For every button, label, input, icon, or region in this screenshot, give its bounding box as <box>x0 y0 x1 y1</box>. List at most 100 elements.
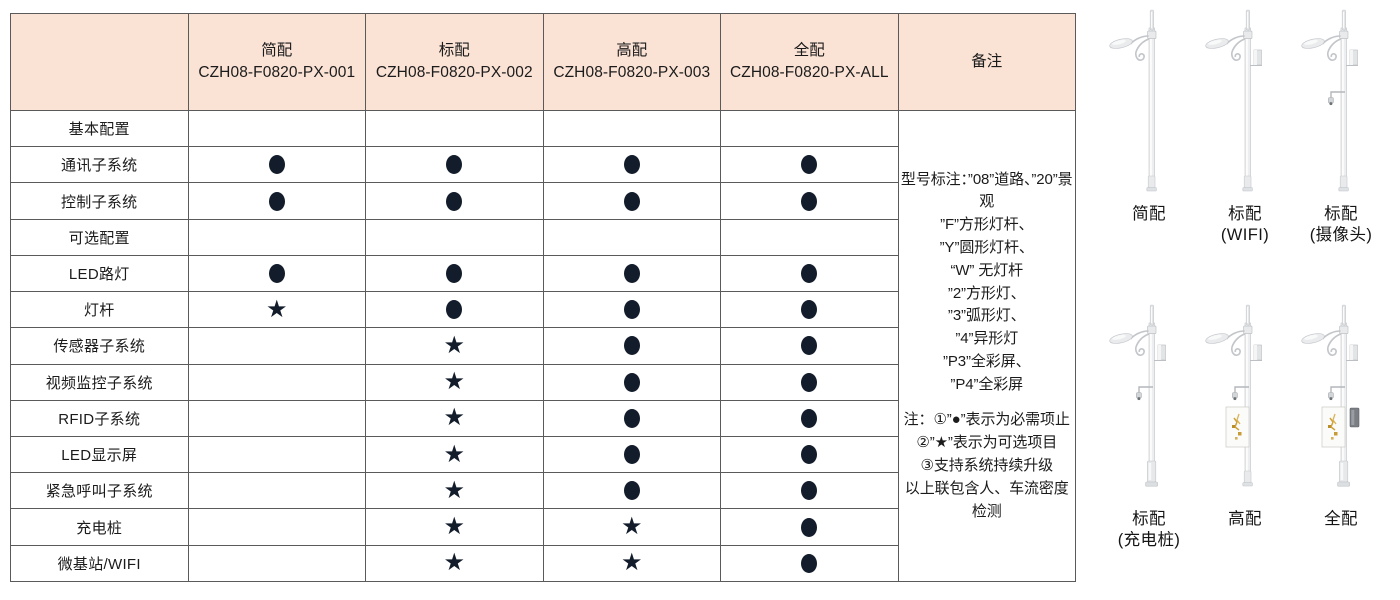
row-label-cell: 基本配置 <box>10 109 189 148</box>
table-header: 简配 CZH08-F0820-PX-001 标配 CZH08-F0820-PX-… <box>10 13 1076 111</box>
required-dot-icon <box>623 445 640 465</box>
remark-cell: 型号标注：”08”道路、”20”景观 ”F”方形灯杆、 ”Y”圆形灯杆、 “W”… <box>897 110 1076 582</box>
spec-cell <box>720 291 899 329</box>
required-dot-icon <box>268 263 285 283</box>
lamp-arm <box>1225 330 1246 356</box>
pole-variant-1: 高配 <box>1198 301 1292 596</box>
wifi-box-icon <box>1250 49 1262 66</box>
pole-caption: 标配 (摄像头) <box>1294 204 1388 246</box>
spec-cell: ★ <box>365 544 544 583</box>
table-body: 基本配置型号标注：”08”道路、”20”景观 ”F”方形灯杆、 ”Y”圆形灯杆、… <box>10 109 1076 583</box>
optional-star-icon: ★ <box>443 368 465 396</box>
required-dot-icon <box>623 481 640 501</box>
pole-base <box>1338 175 1349 192</box>
pole-caption-main: 简配 <box>1132 205 1166 223</box>
lamp-head <box>1301 38 1325 49</box>
table-row: RFID子系统 ★ <box>10 399 1076 437</box>
spec-cell <box>542 435 721 474</box>
remark-text-model-notes: 型号标注：”08”道路、”20”景观 ”F”方形灯杆、 ”Y”圆形灯杆、 “W”… <box>900 170 1073 393</box>
pole-base <box>1242 175 1253 192</box>
required-dot-icon <box>801 372 818 392</box>
spec-cell <box>187 109 366 148</box>
remark-text-legend-notes: 注：①”●”表示为必需项止 ②”★”表示为可选项目 ③支持系统持续升级 以上联包… <box>903 411 1070 520</box>
pole-base <box>1145 460 1158 487</box>
optional-star-icon: ★ <box>265 295 288 323</box>
spec-cell <box>187 182 366 220</box>
pole-base <box>1337 460 1350 487</box>
table-header-row: 简配 CZH08-F0820-PX-001 标配 CZH08-F0820-PX-… <box>10 13 1076 111</box>
spec-cell <box>720 399 899 437</box>
antenna-icon <box>1245 304 1250 326</box>
required-dot-icon <box>623 408 640 428</box>
required-dot-icon <box>268 191 285 211</box>
table-row: 通讯子系统 <box>10 146 1076 184</box>
pole-caption-sub: (充电桩) <box>1117 531 1181 550</box>
spec-cell <box>720 544 899 583</box>
required-dot-icon <box>623 300 640 320</box>
pole-caption-sub: (WIFI) <box>1220 226 1270 245</box>
pole-variant-0: 标配 (充电桩) <box>1102 301 1196 596</box>
lamp-head <box>1109 38 1133 49</box>
row-label-cell: 微基站/WIFI <box>10 544 189 583</box>
header-cell-biaopei: 标配 CZH08-F0820-PX-002 <box>365 13 544 111</box>
lamp-head <box>1109 333 1133 344</box>
header-model-code: CZH08-F0820-PX-001 <box>198 64 356 81</box>
row-label-cell: 紧急呼叫子系统 <box>10 472 189 510</box>
required-dot-icon <box>801 481 818 501</box>
header-name: 高配 <box>616 41 648 59</box>
header-name: 标配 <box>438 41 470 59</box>
charging-pile-box <box>1349 407 1360 428</box>
optional-star-icon: ★ <box>443 476 465 504</box>
header-model-code: CZH08-F0820-PX-ALL <box>729 64 889 81</box>
spec-cell <box>365 291 544 329</box>
spec-cell <box>720 146 899 184</box>
header-name: 备注 <box>971 52 1003 70</box>
antenna-icon <box>1149 9 1154 31</box>
header-cell-jianpei: 简配 CZH08-F0820-PX-001 <box>187 13 366 111</box>
required-dot-icon <box>623 263 640 283</box>
lamp-arm <box>1129 35 1150 61</box>
pole-collar <box>1339 325 1349 334</box>
wifi-box-icon <box>1250 344 1262 361</box>
pole-collar <box>1243 325 1253 334</box>
pole-collar <box>1147 30 1157 39</box>
spec-cell <box>187 399 366 437</box>
header-cell-blank <box>10 13 189 111</box>
pole-caption-main: 标配 <box>1324 205 1358 223</box>
spec-cell: ★ <box>365 508 544 546</box>
spec-cell <box>542 291 721 329</box>
smart-pole-illustration <box>1301 9 1358 192</box>
spec-cell <box>720 218 899 256</box>
pole-caption-main: 标配 <box>1132 510 1166 528</box>
pole-caption-main: 高配 <box>1228 510 1262 528</box>
spec-cell: ★ <box>365 399 544 437</box>
pole-caption: 简配 <box>1102 204 1196 225</box>
required-dot-icon <box>446 300 463 320</box>
pole-variant-2: 全配 <box>1294 301 1388 596</box>
smart-pole-illustration <box>1301 304 1360 487</box>
spec-cell <box>542 109 721 148</box>
camera-icon <box>1328 386 1345 401</box>
header-cell-remark: 备注 <box>897 13 1076 111</box>
row-label-cell: 可选配置 <box>10 218 189 256</box>
required-dot-icon <box>801 553 818 573</box>
wifi-box-icon <box>1346 49 1358 66</box>
pole-caption: 全配 <box>1294 509 1388 530</box>
pole-image <box>1294 301 1388 501</box>
table-row: 传感器子系统 ★ <box>10 327 1076 365</box>
pole-row: 标配 (充电桩) 高配 全配 <box>1096 301 1396 596</box>
optional-star-icon: ★ <box>443 404 465 432</box>
spec-cell <box>187 218 366 256</box>
smart-pole-illustration <box>1109 9 1157 192</box>
led-screen-panel <box>1321 406 1346 448</box>
pole-image <box>1102 301 1196 501</box>
table-row: LED显示屏 ★ <box>10 435 1076 474</box>
table-row: 可选配置 <box>10 218 1076 256</box>
row-label-cell: 控制子系统 <box>10 182 189 220</box>
spec-cell <box>187 254 366 293</box>
pole-gallery: 简配 标配 (WIFI) 标配 (摄像头) 标配 (充电桩) 高配 全配 <box>1096 6 1396 596</box>
camera-icon <box>1328 91 1345 106</box>
required-dot-icon <box>801 408 818 428</box>
optional-star-icon: ★ <box>443 513 465 541</box>
